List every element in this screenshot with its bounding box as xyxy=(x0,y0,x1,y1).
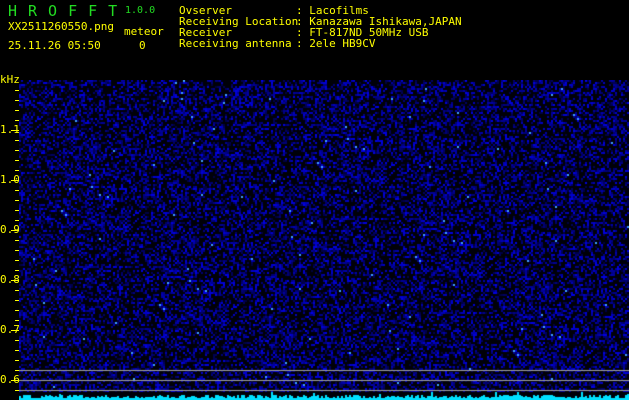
y-tick xyxy=(15,190,19,191)
y-tick xyxy=(15,200,19,201)
y-tick xyxy=(15,150,19,151)
y-tick xyxy=(15,270,19,271)
y-tick xyxy=(15,170,19,171)
y-tick xyxy=(15,290,19,291)
info-value: : 2ele HB9CV xyxy=(296,37,376,50)
y-tick xyxy=(11,130,19,131)
meteor-label: meteor xyxy=(124,25,164,38)
y-tick xyxy=(11,230,19,231)
y-tick xyxy=(15,360,19,361)
y-tick xyxy=(15,140,19,141)
datetime: 25.11.26 05:50 xyxy=(8,39,101,52)
y-tick xyxy=(15,160,19,161)
y-tick-label: 0.9 xyxy=(0,223,20,236)
info-value: : Lacofilms xyxy=(296,4,369,17)
info-label: Receiving Location xyxy=(179,15,299,28)
info-label: Receiver xyxy=(179,26,232,39)
unit-label: kHz xyxy=(0,73,20,86)
info-label: Receiving antenna xyxy=(179,37,292,50)
info-value: : FT-817ND 50MHz USB xyxy=(296,26,429,39)
y-tick xyxy=(15,240,19,241)
y-tick xyxy=(15,350,19,351)
spectrogram xyxy=(19,80,629,400)
y-tick-label: 0.6 xyxy=(0,373,20,386)
y-tick xyxy=(15,340,19,341)
y-tick xyxy=(11,180,19,181)
y-tick-label: 1.1 xyxy=(0,123,20,136)
y-tick-label: 0.7 xyxy=(0,323,20,336)
file-name: XX2511260550.png xyxy=(8,20,114,33)
y-tick xyxy=(15,260,19,261)
app-version: 1.0.0 xyxy=(125,5,156,16)
y-tick xyxy=(11,330,19,331)
app-title: HROFFT xyxy=(8,2,129,20)
info-value: : Kanazawa Ishikawa,JAPAN xyxy=(296,15,462,28)
info-label: Ovserver xyxy=(179,4,232,17)
y-tick xyxy=(15,220,19,221)
y-tick xyxy=(15,300,19,301)
y-tick xyxy=(15,250,19,251)
y-tick-label: 0.8 xyxy=(0,273,20,286)
y-tick xyxy=(11,280,19,281)
y-tick xyxy=(15,320,19,321)
y-tick xyxy=(15,370,19,371)
y-tick xyxy=(15,120,19,121)
y-tick xyxy=(15,310,19,311)
y-tick xyxy=(15,100,19,101)
y-tick xyxy=(15,90,19,91)
y-tick xyxy=(15,110,19,111)
y-tick xyxy=(15,210,19,211)
meteor-count: 0 xyxy=(139,39,146,52)
y-tick-label: 1.0 xyxy=(0,173,20,186)
y-tick xyxy=(11,380,19,381)
y-tick xyxy=(15,390,19,391)
